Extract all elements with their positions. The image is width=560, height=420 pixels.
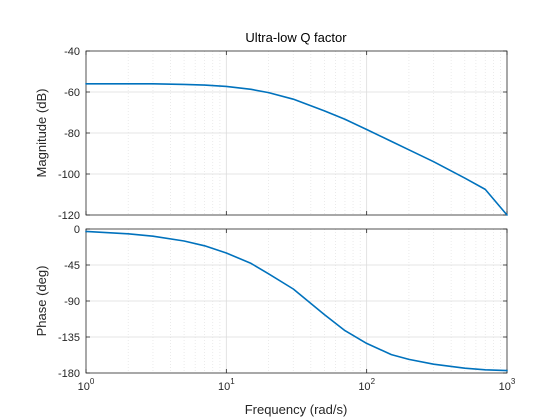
- x-axis-label: Frequency (rad/s): [245, 402, 348, 417]
- y-tick-label: -100: [58, 169, 80, 181]
- phase-y-axis-label: Phase (deg): [34, 266, 49, 337]
- y-tick-label: -60: [64, 87, 80, 99]
- chart-title: Ultra-low Q factor: [245, 30, 347, 45]
- x-tick-label: 101: [218, 377, 235, 393]
- y-tick-label: -135: [58, 332, 80, 344]
- y-tick-label: -40: [64, 46, 80, 58]
- x-tick-label: 102: [358, 377, 375, 393]
- y-tick-label: -180: [58, 368, 80, 380]
- x-tick-label: 103: [499, 377, 516, 393]
- y-tick-label: -45: [64, 260, 80, 272]
- magnitude-series-line: [85, 83, 508, 216]
- y-tick-label: -120: [58, 210, 80, 222]
- panels: -40 -60 -80 -100 -120 Magnitude (dB) 0 -45 -90 -1…: [34, 46, 516, 393]
- x-tick-label: 100: [78, 377, 95, 393]
- y-tick-label: 0: [74, 224, 80, 236]
- magnitude-y-axis-label: Magnitude (dB): [34, 89, 49, 178]
- y-tick-label: -90: [64, 296, 80, 308]
- phase-panel: 0 -45 -90 -135 -180 Phase (deg): [34, 224, 508, 380]
- magnitude-panel: -40 -60 -80 -100 -120 Magnitude (dB): [34, 46, 508, 222]
- y-tick-label: -80: [64, 128, 80, 140]
- x-tick-labels: 100 101 102 103: [78, 377, 516, 393]
- phase-series-line: [85, 230, 508, 372]
